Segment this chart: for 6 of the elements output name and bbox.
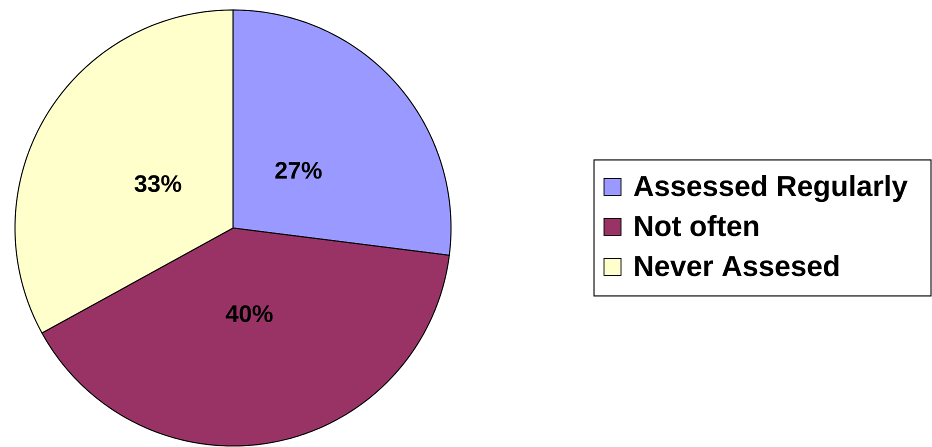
- legend-label: Not often: [635, 215, 758, 236]
- data-label: 33%: [134, 175, 182, 192]
- data-label: 27%: [275, 162, 322, 179]
- legend-label: Assessed Regularly: [634, 175, 908, 202]
- data-label: 40%: [226, 305, 273, 322]
- legend-label: Never Assesed: [635, 255, 838, 276]
